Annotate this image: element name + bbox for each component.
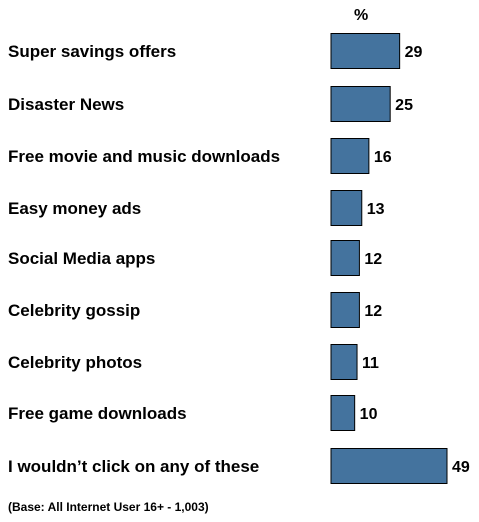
base-footnote: (Base: All Internet User 16+ - 1,003): [8, 500, 209, 514]
data-label: 13: [367, 201, 385, 218]
bar: [330, 138, 370, 174]
bar: [330, 190, 363, 226]
data-label: 12: [364, 251, 382, 268]
category-label: Disaster News: [8, 95, 124, 114]
category-label: Free game downloads: [8, 404, 187, 423]
category-label: I wouldn’t click on any of these: [8, 457, 259, 476]
data-label: 49: [452, 459, 470, 476]
bar: [330, 344, 358, 380]
bar: [330, 292, 360, 328]
bar: [330, 86, 391, 122]
category-label: Celebrity gossip: [8, 301, 140, 320]
category-label: Easy money ads: [8, 199, 141, 218]
category-label: Free movie and music downloads: [8, 147, 280, 166]
data-label: 25: [395, 97, 413, 114]
bar: [330, 240, 360, 276]
bar: [330, 33, 401, 69]
unit-label: %: [354, 7, 369, 24]
data-label: 12: [364, 303, 382, 320]
category-label: Super savings offers: [8, 42, 176, 61]
data-label: 10: [360, 406, 378, 423]
data-label: 16: [374, 149, 392, 166]
bar: [330, 448, 448, 484]
bar: [330, 395, 356, 431]
category-label: Celebrity photos: [8, 353, 142, 372]
data-label: 29: [405, 44, 423, 61]
category-label: Social Media apps: [8, 249, 155, 268]
data-label: 11: [362, 355, 379, 372]
